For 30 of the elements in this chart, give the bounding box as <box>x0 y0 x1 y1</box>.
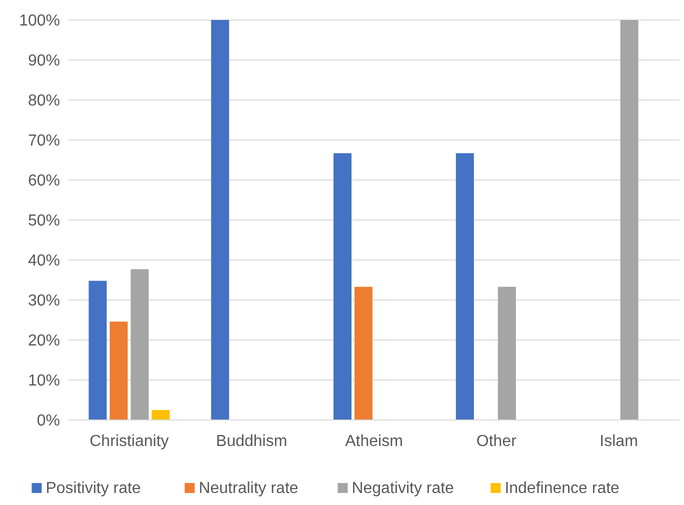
y-tick-label: 80% <box>28 92 60 110</box>
y-tick-label: 90% <box>28 52 60 70</box>
bar <box>354 286 372 420</box>
y-tick-label: 20% <box>28 332 60 350</box>
x-tick-label: Buddhism <box>216 433 288 450</box>
y-tick-label: 0% <box>36 412 60 430</box>
x-tick-label: Islam <box>600 433 638 450</box>
legend-label: Negativity rate <box>352 480 454 497</box>
bar <box>334 153 352 420</box>
bar <box>110 322 128 420</box>
bar <box>152 410 170 420</box>
bar <box>88 280 107 420</box>
x-tick-label: Other <box>476 433 518 450</box>
x-tick-label: Atheism <box>345 433 403 450</box>
bar <box>498 286 516 420</box>
y-tick-label: 30% <box>28 292 60 310</box>
legend-label: Indefinence rate <box>504 480 620 497</box>
y-tick-label: 70% <box>28 132 60 150</box>
y-tick-label: 100% <box>19 12 60 30</box>
bar <box>620 20 638 420</box>
legend-label: Neutrality rate <box>198 480 298 497</box>
y-tick-label: 50% <box>28 212 60 230</box>
x-tick-label: Christianity <box>90 433 169 450</box>
y-tick-label: 10% <box>28 372 60 390</box>
bar <box>130 269 149 420</box>
bar <box>211 20 230 420</box>
bar <box>456 153 474 420</box>
y-tick-label: 40% <box>28 252 60 270</box>
legend-label: Positivity rate <box>46 480 141 497</box>
y-tick-label: 60% <box>28 172 60 190</box>
